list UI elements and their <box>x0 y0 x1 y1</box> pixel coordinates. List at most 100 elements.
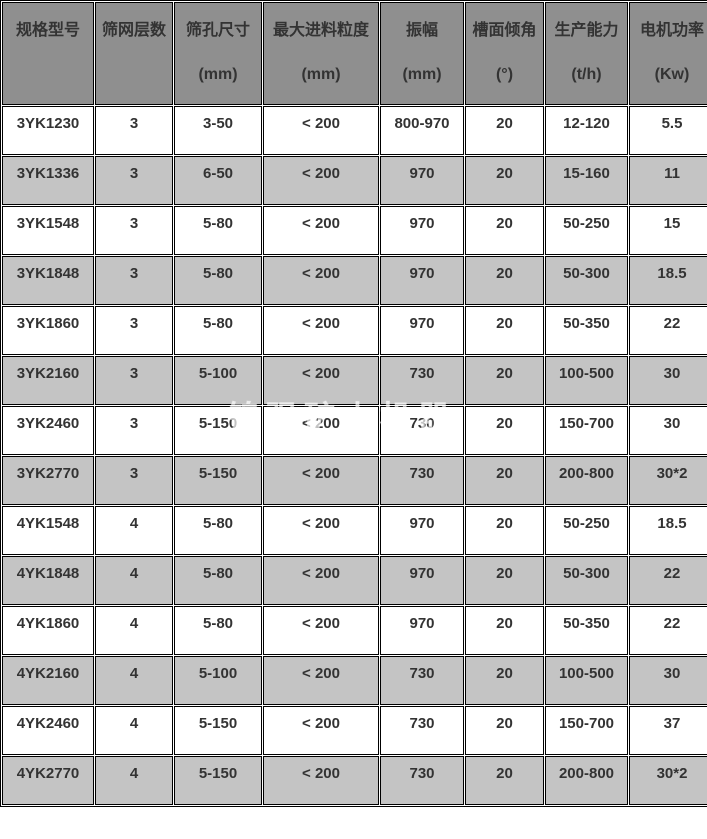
table-cell: 20 <box>465 656 544 705</box>
table-cell: < 200 <box>263 506 379 555</box>
table-cell: 200-800 <box>545 756 628 805</box>
column-label: 最大进料粒度 <box>272 22 369 39</box>
column-unit <box>3 53 93 97</box>
table-row: 3YK1848 3 5-80 < 200 970 20 50-300 18.5 <box>2 256 707 305</box>
table-cell: 3YK2460 <box>2 406 94 455</box>
table-cell: 5-150 <box>174 456 262 505</box>
table-cell: 20 <box>465 756 544 805</box>
column-header-1: 规格型号 <box>2 2 94 105</box>
table-cell: 150-700 <box>545 406 628 455</box>
table-cell: < 200 <box>263 106 379 155</box>
column-unit: (t/h) <box>571 66 602 83</box>
table-cell: 50-250 <box>545 506 628 555</box>
table-cell: 730 <box>380 756 464 805</box>
table-row: 4YK2160 4 5-100 < 200 730 20 100-500 30 <box>2 656 707 705</box>
table-row: 3YK2460 3 5-150 < 200 730 20 150-700 30 <box>2 406 707 455</box>
table-cell: 4 <box>95 556 173 605</box>
table-header: 规格型号 筛网层数 筛孔尺寸 (mm) 最大进料粒度 (mm) 振幅 (mm) 槽面倾角 (°) 生… <box>2 2 707 105</box>
table-cell: 5-80 <box>174 206 262 255</box>
table-cell: 3 <box>95 306 173 355</box>
table-cell: 30 <box>629 356 707 405</box>
table-cell: 4 <box>95 756 173 805</box>
table-cell: < 200 <box>263 556 379 605</box>
table-cell: 20 <box>465 306 544 355</box>
table-cell: 4 <box>95 606 173 655</box>
table-cell: 3 <box>95 206 173 255</box>
table-cell: 50-350 <box>545 606 628 655</box>
table-cell: 970 <box>380 156 464 205</box>
column-header-2: 筛网层数 <box>95 2 173 105</box>
table-cell: 37 <box>629 706 707 755</box>
column-unit <box>96 53 172 97</box>
table-cell: 730 <box>380 406 464 455</box>
column-label: 规格型号 <box>15 22 80 39</box>
table-cell: 5-80 <box>174 606 262 655</box>
table-cell: < 200 <box>263 306 379 355</box>
column-unit: (°) <box>495 66 514 83</box>
table-cell: 3YK2160 <box>2 356 94 405</box>
table-cell: 150-700 <box>545 706 628 755</box>
table-cell: 4YK1860 <box>2 606 94 655</box>
table-cell: 3YK2770 <box>2 456 94 505</box>
column-label: 电机功率 <box>639 22 704 39</box>
table-cell: 730 <box>380 656 464 705</box>
table-cell: 200-800 <box>545 456 628 505</box>
header-row: 规格型号 筛网层数 筛孔尺寸 (mm) 最大进料粒度 (mm) 振幅 (mm) 槽面倾角 (°) 生… <box>2 2 707 105</box>
table-cell: 20 <box>465 256 544 305</box>
table-row: 4YK1848 4 5-80 < 200 970 20 50-300 22 <box>2 556 707 605</box>
table-cell: 3-50 <box>174 106 262 155</box>
table-cell: 4YK1848 <box>2 556 94 605</box>
table-cell: 50-250 <box>545 206 628 255</box>
column-label: 生产能力 <box>554 22 619 39</box>
column-unit: (mm) <box>198 66 238 83</box>
table-cell: 3 <box>95 256 173 305</box>
table-cell: 970 <box>380 556 464 605</box>
table-cell: 18.5 <box>629 256 707 305</box>
table-cell: 3YK1336 <box>2 156 94 205</box>
table-cell: 3YK1848 <box>2 256 94 305</box>
table-cell: 4YK2460 <box>2 706 94 755</box>
column-header-6: 槽面倾角 (°) <box>465 2 544 105</box>
table-cell: 20 <box>465 156 544 205</box>
column-label: 振幅 <box>405 22 438 39</box>
table-cell: 3 <box>95 106 173 155</box>
column-label: 筛网层数 <box>101 22 166 39</box>
table-cell: 5-100 <box>174 356 262 405</box>
table-cell: 730 <box>380 356 464 405</box>
table-cell: 20 <box>465 106 544 155</box>
table-cell: 5.5 <box>629 106 707 155</box>
table-cell: 5-150 <box>174 756 262 805</box>
table-cell: 970 <box>380 256 464 305</box>
table-row: 3YK1336 3 6-50 < 200 970 20 15-160 11 <box>2 156 707 205</box>
table-cell: 30 <box>629 406 707 455</box>
table-cell: 22 <box>629 556 707 605</box>
table-cell: 4YK2160 <box>2 656 94 705</box>
column-label: 筛孔尺寸 <box>185 22 250 39</box>
column-unit: (mm) <box>301 66 341 83</box>
table-cell: 970 <box>380 606 464 655</box>
table-cell: 970 <box>380 506 464 555</box>
table-cell: < 200 <box>263 756 379 805</box>
table-cell: 5-80 <box>174 556 262 605</box>
table-cell: 20 <box>465 556 544 605</box>
table-cell: 730 <box>380 456 464 505</box>
table-cell: 20 <box>465 456 544 505</box>
table-cell: 5-80 <box>174 506 262 555</box>
table-cell: < 200 <box>263 406 379 455</box>
table-cell: < 200 <box>263 656 379 705</box>
table-cell: 3 <box>95 456 173 505</box>
table-cell: < 200 <box>263 206 379 255</box>
column-header-4: 最大进料粒度 (mm) <box>263 2 379 105</box>
table-row: 3YK1548 3 5-80 < 200 970 20 50-250 15 <box>2 206 707 255</box>
table-row: 3YK2770 3 5-150 < 200 730 20 200-800 30*2 <box>2 456 707 505</box>
table-row: 4YK1548 4 5-80 < 200 970 20 50-250 18.5 <box>2 506 707 555</box>
table-row: 3YK1860 3 5-80 < 200 970 20 50-350 22 <box>2 306 707 355</box>
table-row: 3YK1230 3 3-50 < 200 800-970 20 12-120 5.5 <box>2 106 707 155</box>
spec-table: 规格型号 筛网层数 筛孔尺寸 (mm) 最大进料粒度 (mm) 振幅 (mm) 槽面倾角 (°) 生… <box>0 0 707 807</box>
table-cell: 20 <box>465 356 544 405</box>
table-cell: 50-300 <box>545 556 628 605</box>
table-cell: < 200 <box>263 256 379 305</box>
table-cell: 50-300 <box>545 256 628 305</box>
column-unit: (mm) <box>402 66 442 83</box>
table-cell: 800-970 <box>380 106 464 155</box>
